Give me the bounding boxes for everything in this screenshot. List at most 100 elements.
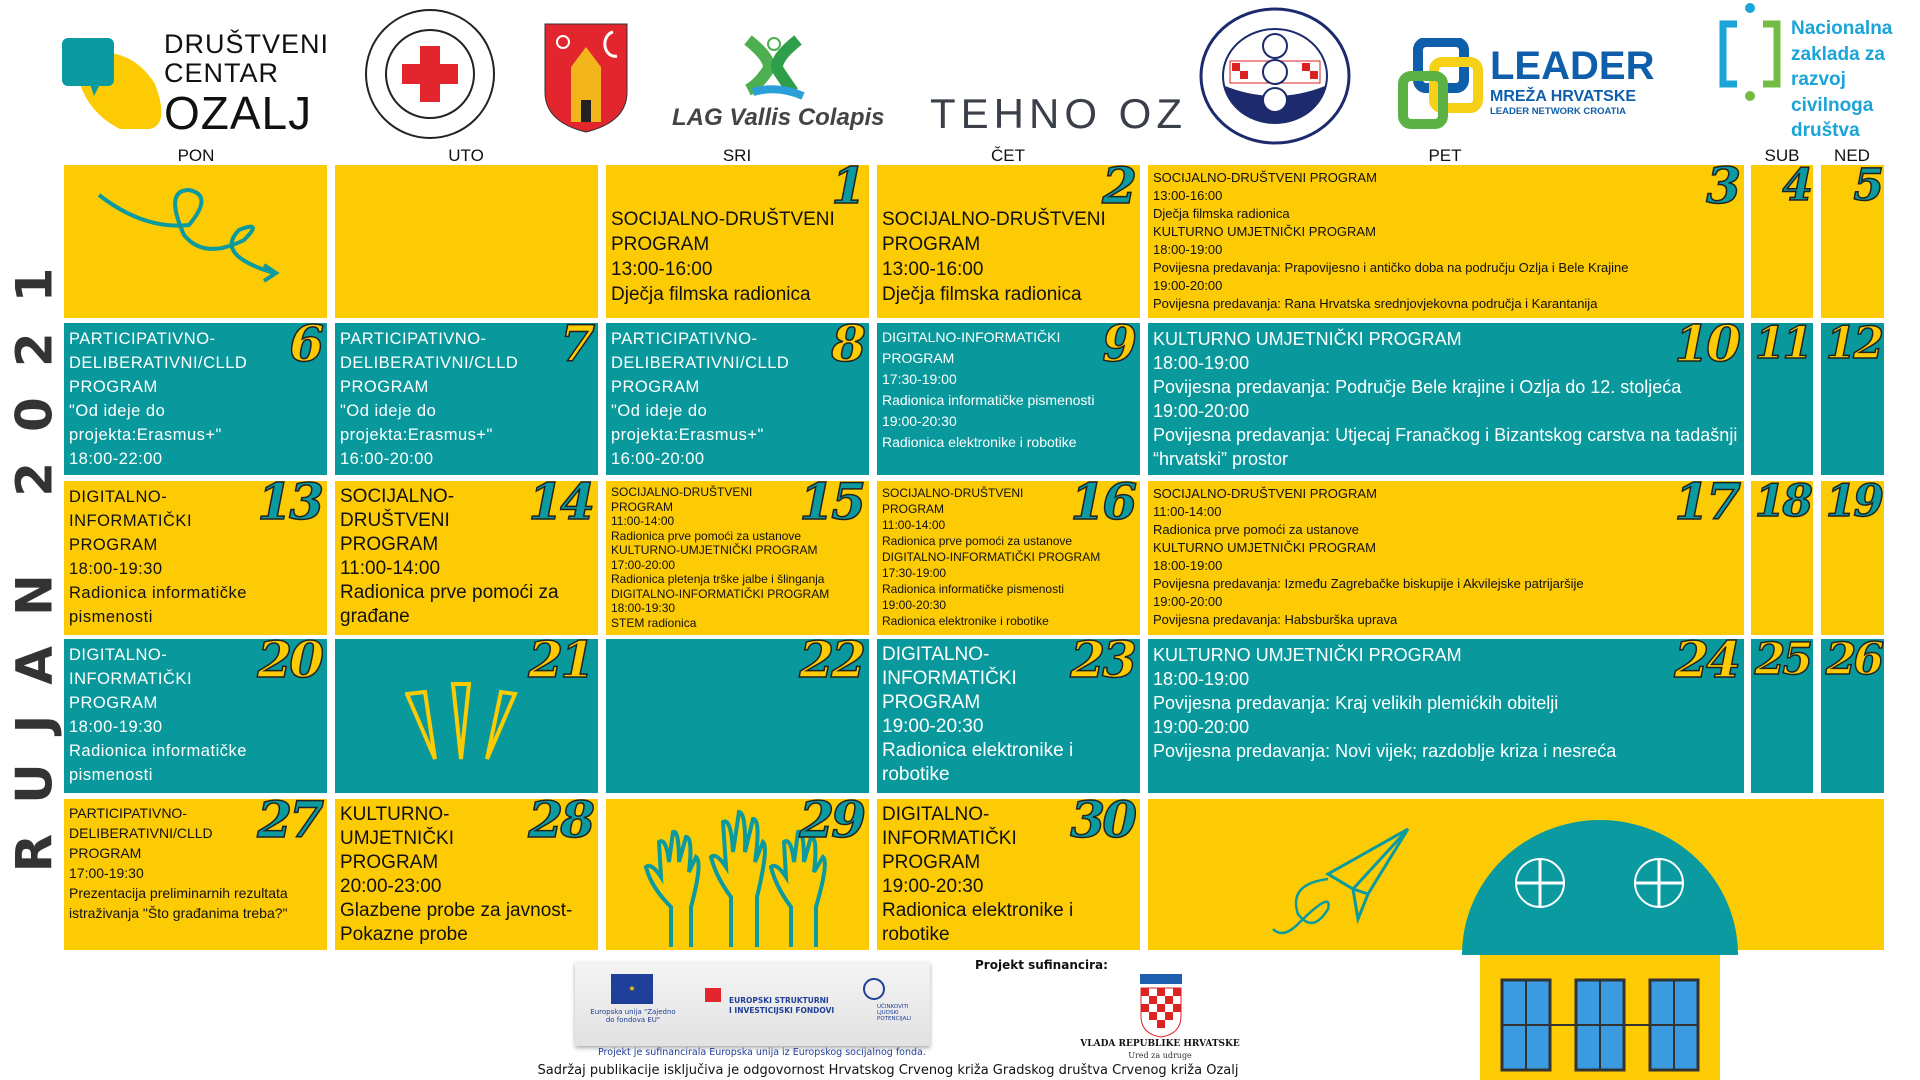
calendar-day-1[interactable]: 1 SOCIJALNO-DRUŠTVENI PROGRAM 13:00-16:00 D…: [606, 165, 869, 318]
event-line: 20:00-23:00: [340, 876, 442, 897]
event-line: 19:00-20:30: [882, 413, 957, 429]
calendar-day-6[interactable]: 6 PARTICIPATIVNO-DELIBERATIVNI/CLLD PROGR…: [64, 323, 327, 475]
calendar-day-10[interactable]: 10 KULTURNO UMJETNIČKI PROGRAM 18:00-19:00…: [1148, 323, 1744, 475]
calendar-day-30[interactable]: 30 DIGITALNO-INFORMATIČKI PROGRAM 19:00-20…: [877, 799, 1140, 950]
calendar-day-26[interactable]: 26: [1821, 639, 1884, 793]
calendar-day-24[interactable]: 24 KULTURNO UMJETNIČKI PROGRAM 18:00-19:00…: [1148, 639, 1744, 793]
calendar-day-14[interactable]: 14 SOCIJALNO-DRUŠTVENI PROGRAM 11:00-14:00…: [335, 481, 598, 635]
event-line: Povijesna predavanja: Između Zagrebačke …: [1153, 576, 1584, 591]
calendar-day-9[interactable]: 9 DIGITALNO-INFORMATIČKI PROGRAM 17:30-19:…: [877, 323, 1140, 475]
red-cross-logo: [365, 9, 495, 139]
logo-text: DRUŠTVENI: [164, 29, 330, 59]
calendar-day-28[interactable]: 28 KULTURNO-UMJETNIČKI PROGRAM 20:00-23:00…: [335, 799, 598, 950]
event-line: 18:00-19:00: [1153, 242, 1223, 257]
event-line: 11:00-14:00: [882, 518, 946, 532]
ozalj-coat-of-arms: [544, 23, 628, 133]
calendar-day-29[interactable]: 29: [606, 799, 869, 950]
calendar-day-8[interactable]: 8 PARTICIPATIVNO-DELIBERATIVNI/CLLD PROGR…: [606, 323, 869, 475]
calendar-day-3[interactable]: 3 SOCIJALNO-DRUŠTVENI PROGRAM 13:00-16:00 D…: [1148, 165, 1744, 318]
calendar-day-19[interactable]: 19: [1821, 481, 1884, 635]
event-list: SOCIJALNO-DRUŠTVENI PROGRAM 11:00-14:00 Ra…: [882, 485, 1135, 629]
event-line: Radionica prve pomoći za ustanove: [611, 528, 802, 543]
event-line: SOCIJALNO-DRUŠTVENI PROGRAM: [611, 209, 835, 255]
event-list: SOCIJALNO-DRUŠTVENI PROGRAM 13:00-16:00 Dj…: [882, 207, 1135, 307]
event-line: 13:00-16:00: [611, 259, 713, 280]
calendar-day-15[interactable]: 15 SOCIJALNO-DRUŠTVENI PROGRAM 11:00-14:00…: [606, 481, 869, 635]
calendar-day-4[interactable]: 4: [1751, 165, 1813, 318]
logo-text: civilnoga: [1791, 94, 1874, 116]
event-list: SOCIJALNO-DRUŠTVENI PROGRAM 11:00-14:00 Ra…: [611, 485, 864, 630]
calendar-day-12[interactable]: 12: [1821, 323, 1884, 475]
day-number: 28: [528, 799, 596, 849]
event-list: SOCIJALNO-DRUŠTVENI PROGRAM 11:00-14:00 Ra…: [1153, 485, 1739, 629]
calendar-day-23[interactable]: 23 DIGITALNO-INFORMATIČKI PROGRAM 19:00-20…: [877, 639, 1140, 793]
event-line: DIGITALNO-INFORMATIČKI PROGRAM: [882, 804, 1017, 873]
day-number: 16: [1070, 481, 1138, 531]
day-number: 21: [528, 639, 596, 689]
event-list: DIGITALNO-INFORMATIČKI PROGRAM 19:00-20:3…: [882, 803, 1135, 947]
government-office-label: Ured za udruge: [1128, 1051, 1192, 1060]
day-number: 8: [830, 323, 866, 373]
zora-association-logo: [1199, 7, 1351, 145]
event-line: 19:00-20:00: [1153, 401, 1250, 421]
event-line: SOCIJALNO-DRUŠTVENI PROGRAM: [882, 486, 1024, 516]
day-header-0: PON: [177, 146, 215, 165]
disclaimer-text: Sadržaj publikacije isključiva je odgovo…: [537, 1063, 1239, 1078]
event-list: DIGITALNO-INFORMATIČKI PROGRAM 18:00-19:3…: [69, 643, 322, 787]
month-label: RUJAN 2021: [4, 160, 64, 950]
event-line: PARTICIPATIVNO-DELIBERATIVNI/CLLD PROGRA…: [611, 330, 790, 396]
calendar-day-25[interactable]: 25: [1751, 639, 1813, 793]
event-line: DIGITALNO-INFORMATIČKI PROGRAM: [882, 329, 1061, 366]
event-line: KULTURNO-UMJETNIČKI PROGRAM: [611, 543, 818, 557]
calendar-day-2[interactable]: 2 SOCIJALNO-DRUŠTVENI PROGRAM 13:00-16:00 D…: [877, 165, 1140, 318]
event-line: 16:00-20:00: [611, 450, 705, 468]
house-icon: [1462, 820, 1738, 1080]
calendar-day-11[interactable]: 11: [1751, 323, 1813, 475]
day-header-4: PET: [1428, 146, 1462, 165]
event-line: 19:00-20:30: [882, 716, 984, 737]
day-header-6: NED: [1834, 146, 1870, 165]
cofinanced-by-label: Projekt sufinancira:: [975, 958, 1108, 972]
day-number: 5: [1853, 165, 1884, 211]
event-line: 18:00-19:00: [1153, 669, 1250, 689]
calendar-day-13[interactable]: 13 DIGITALNO-INFORMATIČKI PROGRAM 18:00-19…: [64, 481, 327, 635]
calendar-day-18[interactable]: 18: [1751, 481, 1813, 635]
calendar-day-17[interactable]: 17 SOCIJALNO-DRUŠTVENI PROGRAM 11:00-14:00…: [1148, 481, 1744, 635]
calendar-day-21[interactable]: 21: [335, 639, 598, 793]
croatian-coat-of-arms-icon: [1140, 974, 1182, 1038]
event-list: KULTURNO UMJETNIČKI PROGRAM 18:00-19:00 Po…: [1153, 643, 1739, 763]
event-line: KULTURNO UMJETNIČKI PROGRAM: [1153, 540, 1376, 555]
event-line: DIGITALNO-INFORMATIČKI PROGRAM: [882, 644, 1017, 713]
event-line: KULTURNO-UMJETNIČKI PROGRAM: [340, 804, 454, 873]
event-line: Povijesna predavanja: Novi vijek; razdob…: [1153, 741, 1617, 761]
event-line: "Od ideje do projekta:Erasmus+": [69, 402, 222, 444]
calendar-day-22[interactable]: 22: [606, 639, 869, 793]
calendar-day-7[interactable]: 7 PARTICIPATIVNO-DELIBERATIVNI/CLLD PROGR…: [335, 323, 598, 475]
day-number: 17: [1674, 481, 1742, 531]
event-line: STEM radionica: [611, 615, 697, 630]
day-number: 4: [1782, 165, 1813, 211]
logo-text: LAG Vallis Colapis: [672, 104, 885, 131]
logo-text: OZALJ: [164, 87, 313, 139]
paper-plane-icon: [1272, 827, 1410, 935]
logo-tehno-oz: TEHNO OZ: [930, 90, 1187, 137]
day-number: 9: [1101, 323, 1137, 373]
event-line: 18:00-19:00: [1153, 353, 1250, 373]
esf-text: UČINKOVITI LJUDSKI POTENCIJALI: [877, 1004, 912, 1022]
bracket-logo-icon: [1719, 3, 1781, 101]
day-number: 23: [1070, 639, 1138, 689]
calendar-day-5[interactable]: 5: [1821, 165, 1884, 318]
calendar-day-16[interactable]: 16 SOCIJALNO-DRUŠTVENI PROGRAM 11:00-14:00…: [877, 481, 1140, 635]
calendar-day-27[interactable]: 27 PARTICIPATIVNO-DELIBERATIVNI/CLLD PROG…: [64, 799, 327, 950]
calendar-day-empty[interactable]: [335, 165, 598, 318]
day-number: 25: [1754, 639, 1813, 685]
event-line: Povijesna predavanja: Habsburška uprava: [1153, 612, 1398, 627]
event-line: Dječja filmska radionica: [611, 284, 811, 305]
event-line: Dječja filmska radionica: [882, 284, 1082, 305]
event-list: SOCIJALNO-DRUŠTVENI PROGRAM 11:00-14:00 Ra…: [340, 485, 593, 629]
event-line: Dječja filmska radionica: [1153, 206, 1290, 221]
logo-text: MREŽA HRVATSKE: [1490, 88, 1637, 105]
event-line: "Od ideje do projekta:Erasmus+": [340, 402, 493, 444]
calendar-day-empty[interactable]: [64, 165, 327, 318]
calendar-day-20[interactable]: 20 DIGITALNO-INFORMATIČKI PROGRAM 18:00-19…: [64, 639, 327, 793]
